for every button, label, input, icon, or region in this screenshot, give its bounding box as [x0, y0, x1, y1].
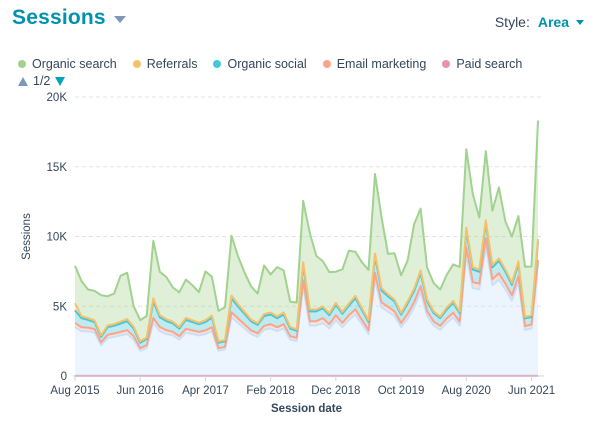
chevron-down-icon — [113, 15, 126, 23]
triangle-down-icon[interactable] — [55, 76, 66, 86]
y-tick-label: 0 — [61, 371, 67, 383]
y-tick-label: 20K — [47, 92, 68, 104]
line-referrals — [74, 219, 539, 343]
legend-label: Organic social — [227, 57, 307, 71]
line-organic-search — [74, 120, 539, 322]
x-tick-label: Dec 2018 — [311, 385, 360, 397]
chevron-down-icon[interactable] — [576, 19, 584, 25]
legend-item-paid-search[interactable]: Paid search — [442, 57, 522, 71]
legend-item-organic-search[interactable]: Organic search — [18, 57, 117, 71]
legend-item-email-marketing[interactable]: Email marketing — [322, 57, 427, 71]
report-title-dropdown[interactable]: Sessions — [12, 6, 126, 30]
style-label: Style: — [494, 14, 530, 30]
x-tick-label: Jun 2021 — [508, 385, 555, 397]
x-tick-label: Aug 2015 — [50, 385, 99, 397]
x-tick-label: Jun 2016 — [117, 385, 164, 397]
legend-label: Referrals — [146, 57, 198, 71]
page-title: Sessions — [12, 6, 106, 29]
pager-text: 1/2 — [33, 74, 51, 88]
legend-dot-organic-social — [213, 60, 222, 68]
y-tick-label: 10K — [47, 232, 68, 244]
y-axis-title: Sessions — [21, 213, 33, 260]
legend-dot-referrals — [132, 60, 141, 68]
legend-label: Email marketing — [336, 57, 427, 71]
x-tick-label: Aug 2020 — [442, 385, 491, 397]
style-value[interactable]: Area — [537, 14, 569, 30]
chart-legend: Organic search Referrals Organic social … — [18, 57, 538, 71]
legend-item-organic-social[interactable]: Organic social — [213, 57, 307, 71]
x-tick-label: Apr 2017 — [182, 385, 229, 397]
x-tick-label: Feb 2018 — [246, 385, 295, 397]
x-tick-label: Oct 2019 — [378, 385, 425, 397]
legend-label: Paid search — [456, 57, 523, 71]
legend-label: Organic search — [32, 57, 117, 71]
legend-item-referrals[interactable]: Referrals — [132, 57, 198, 71]
triangle-up-icon[interactable] — [18, 76, 28, 86]
style-selector[interactable]: Style: Area — [495, 14, 584, 30]
area-organic-search — [75, 120, 538, 342]
legend-pager: 1/2 — [18, 74, 66, 88]
y-tick-label: 15K — [47, 162, 68, 174]
legend-dot-email-marketing — [322, 60, 331, 68]
legend-dot-organic-search — [18, 60, 26, 68]
legend-dot-paid-search — [442, 60, 451, 68]
x-axis-title: Session date — [271, 403, 342, 415]
y-tick-label: 5K — [53, 301, 67, 313]
